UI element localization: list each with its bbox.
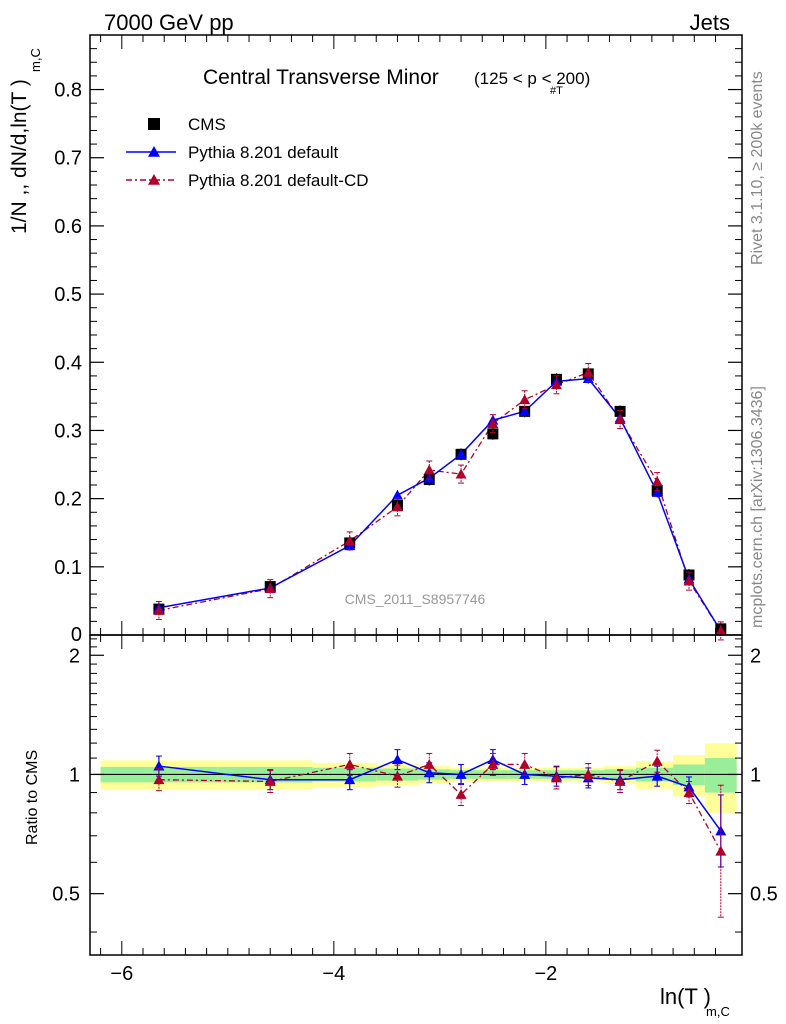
chart-subtitle: (125 < p < 200) [474, 69, 590, 88]
default-cd-point [487, 418, 499, 429]
cms-point [487, 428, 499, 440]
ratio-default-point [344, 774, 356, 785]
ratio-frame [89, 634, 743, 956]
ratio-y-axis-label: Ratio to CMS [24, 750, 41, 845]
ratio-line-default [158, 758, 722, 832]
y-tick-label-zero: 0 [71, 624, 82, 646]
default-cd-point [153, 604, 165, 615]
legend-marker-cms [148, 118, 160, 130]
x-tick-label: −2 [534, 963, 557, 985]
ratio-default-cd-point [683, 787, 695, 797]
side-label-rivet: Rivet 3.1.10, ≥ 200k events [749, 71, 766, 265]
default-cd-point [550, 379, 562, 390]
default-cd-point [614, 414, 626, 424]
default-point [651, 487, 663, 497]
ratio-default-cd-point [582, 768, 594, 779]
default-point [455, 448, 467, 459]
legend-label: CMS [188, 115, 226, 134]
series-line-default [158, 377, 722, 632]
y-tick-label: 0.3 [54, 420, 82, 442]
default-cd-point [582, 367, 594, 377]
legend-label: Pythia 8.201 default [188, 143, 339, 162]
ratio-y-tick-label: 0.5 [52, 884, 80, 906]
ratio-y-tick-label-right: 1 [750, 764, 761, 786]
chart-subtitle-sub: #T [550, 85, 563, 97]
default-cd-point [683, 575, 695, 586]
default-cd-point [455, 468, 467, 479]
ratio-y-tick-label: 2 [69, 645, 80, 667]
ratio-y-tick-label: 1 [69, 764, 80, 786]
y-tick-label: 0.4 [54, 352, 82, 374]
x-tick-label: −4 [322, 963, 345, 985]
ratio-default-point [455, 768, 467, 779]
process-label: Jets [690, 10, 730, 35]
ratio-default-point [519, 768, 531, 779]
default-point [519, 405, 531, 416]
legend-marker-triangle [148, 174, 160, 185]
ratio-y-tick-label-right: 0.5 [750, 884, 778, 906]
uncertainty-band-green [704, 758, 737, 793]
watermark: CMS_2011_S8957746 [345, 591, 486, 607]
energy-label: 7000 GeV pp [104, 10, 234, 35]
ratio-line-default-cd [158, 760, 722, 852]
x-tick-label: −6 [110, 963, 133, 985]
y-tick-label: 0.7 [54, 148, 82, 170]
y-tick-label: 0.1 [54, 557, 82, 579]
ratio-default-cd-point [614, 775, 626, 786]
ratio-y-tick-label-right: 2 [750, 645, 761, 667]
main-panel: 0.1 0.2 0.3 0.4 0.5 0.6 0.7 0.8 0 Central Transv… [8, 34, 743, 646]
ratio-default-cd-point [153, 774, 165, 785]
ratio-default-cd-point [519, 758, 531, 769]
y-tick-label: 0.5 [54, 284, 82, 306]
default-point [582, 373, 594, 384]
y-axis-label: 1/N ,, dN/d,ln(T ) [8, 79, 31, 234]
default-cd-point [715, 625, 727, 636]
default-cd-point [391, 501, 403, 512]
series-line-default-cd [158, 371, 722, 632]
side-label-mcplots: mcplots.cern.ch [arXiv:1306.3436] [749, 386, 766, 628]
ratio-default-cd-point [651, 755, 663, 766]
legend-label: Pythia 8.201 default-CD [188, 171, 369, 190]
x-axis-label-sub: m,C [706, 1004, 730, 1019]
ratio-default-cd-point [550, 772, 562, 783]
ratio-default-cd-point [487, 758, 499, 769]
default-cd-point [651, 476, 663, 486]
ratio-default-point [153, 760, 165, 771]
legend: CMS Pythia 8.201 default Pythia 8.201 defa… [126, 115, 369, 190]
ratio-default-point [391, 754, 403, 765]
default-cd-point [344, 535, 356, 546]
ratio-default-cd-point [423, 758, 435, 769]
ratio-default-cd-point [455, 788, 467, 799]
chart-title: Central Transverse Minor [203, 66, 439, 89]
y-tick-label: 0.2 [54, 489, 82, 511]
default-cd-point [519, 394, 531, 405]
ratio-default-cd-point [715, 845, 727, 856]
default-cd-point [264, 583, 276, 594]
ratio-default-point [651, 770, 663, 781]
legend-marker-triangle [148, 146, 160, 157]
ratio-default-cd-point [264, 775, 276, 786]
ratio-panel: 0.5 0.5 1 1 2 2 −6 −4 −2 Ratio to CMS ln(T ) m,C [24, 634, 778, 1019]
default-cd-point [423, 464, 435, 475]
y-tick-label: 0.6 [54, 216, 82, 238]
y-tick-label: 0.8 [54, 80, 82, 102]
x-axis-label: ln(T ) [660, 984, 711, 1009]
ratio-default-cd-point [344, 758, 356, 769]
y-axis-label-sub: m,C [28, 48, 43, 72]
default-point [391, 489, 403, 500]
ratio-default-cd-point [391, 770, 403, 781]
